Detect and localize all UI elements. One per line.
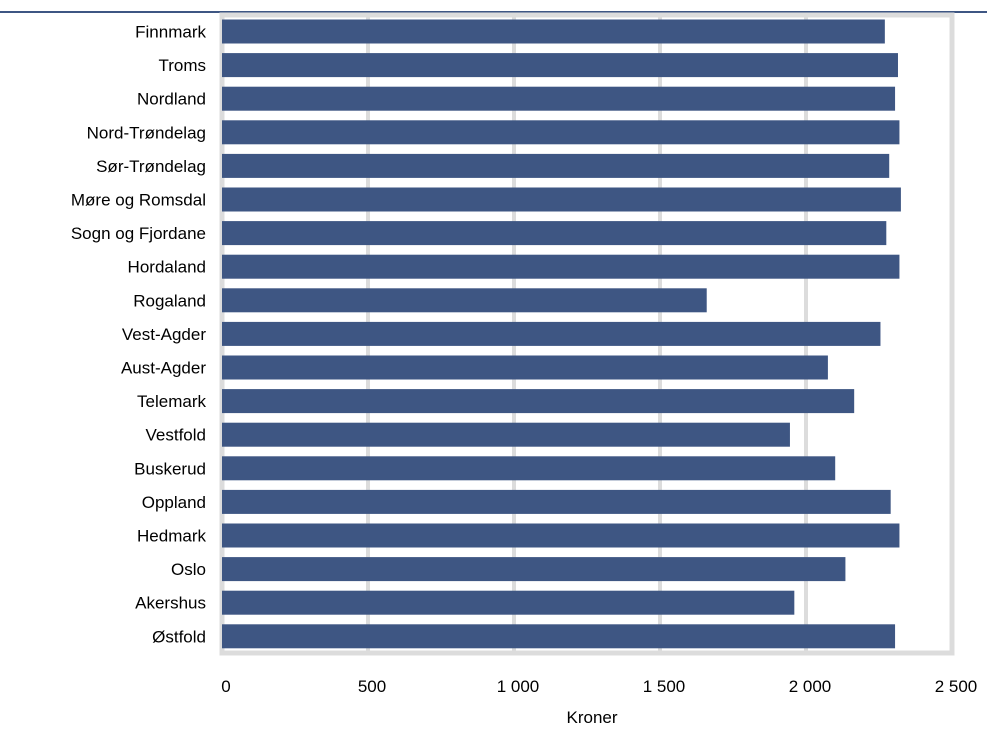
category-label: Vest-Agder [122,325,206,344]
category-label: Troms [158,56,206,75]
bar [222,53,898,78]
bar [222,489,891,514]
x-tick-labels: 0 500 1 000 1 500 2 000 2 500 [221,677,977,696]
category-labels: Finnmark Troms Nordland Nord-Trøndelag Sør-T… [71,23,207,647]
category-label: Hedmark [137,527,206,546]
bar [222,153,890,178]
bar [222,422,790,447]
x-tick-label: 2 000 [789,677,832,696]
category-label: Aust-Agder [121,359,206,378]
category-label: Telemark [137,392,206,411]
bar [222,221,887,246]
category-label: Vestfold [146,426,207,445]
bar [222,523,900,548]
category-label: Hordaland [128,258,206,277]
x-axis-label: Kroner [566,708,617,727]
x-tick-label: 500 [358,677,386,696]
bar [222,557,846,582]
category-label: Sør-Trøndelag [96,157,206,176]
category-label: Oppland [142,493,206,512]
category-label: Buskerud [134,459,206,478]
bar [222,19,885,44]
bar [222,288,707,313]
bar [222,389,855,414]
bar [222,624,896,649]
bars [222,19,901,649]
bar [222,590,795,615]
bar [222,321,881,346]
bar [222,355,828,380]
x-tick-label: 0 [221,677,230,696]
category-label: Nord-Trøndelag [87,123,206,142]
bar [222,120,900,145]
category-label: Møre og Romsdal [71,191,206,210]
x-tick-label: 2 500 [935,677,978,696]
x-tick-label: 1 500 [643,677,686,696]
category-label: Nordland [137,90,206,109]
category-label: Oslo [171,560,206,579]
bar [222,187,901,212]
category-label: Østfold [152,627,206,646]
category-label: Akershus [135,594,206,613]
bar [222,456,836,481]
category-label: Finnmark [135,23,206,42]
bar [222,86,896,111]
category-label: Rogaland [133,291,206,310]
category-label: Sogn og Fjordane [71,224,206,243]
x-tick-label: 1 000 [497,677,540,696]
bar [222,254,900,279]
